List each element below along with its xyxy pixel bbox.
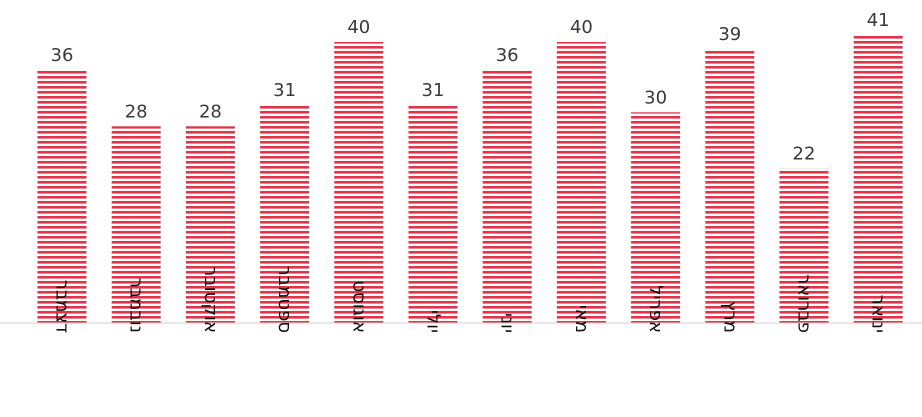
bar-6: [408, 105, 458, 323]
value-label-10: 39: [718, 24, 741, 45]
category-label-9: אפריל: [645, 285, 666, 333]
value-label-8: 40: [570, 17, 593, 38]
bars-group: [37, 35, 903, 323]
category-label-6: יולי: [423, 310, 444, 333]
bar-7: [482, 70, 532, 323]
bar-12: [853, 35, 903, 323]
value-label-7: 36: [496, 45, 519, 66]
bar-1: [37, 70, 87, 323]
bar-8: [556, 42, 606, 323]
value-label-11: 22: [793, 144, 816, 165]
value-label-2: 28: [125, 101, 148, 122]
category-label-11: פברואר: [794, 274, 815, 333]
bar-2: [111, 126, 161, 323]
category-label-8: מאי: [571, 305, 592, 333]
category-label-10: מרץ: [719, 301, 740, 333]
value-label-3: 28: [199, 101, 222, 122]
value-label-12: 41: [867, 10, 890, 31]
category-label-12: ינואר: [868, 295, 889, 333]
value-label-6: 31: [422, 80, 445, 101]
category-label-2: נובמבר: [126, 278, 147, 333]
bar-9: [631, 112, 681, 323]
category-labels-group: דצמבר נובמבר אוקטובר ספטמבר אוגוסט יולי יוני מא…: [52, 266, 889, 334]
value-labels-group: 36 28 28 31 40 31 36 40 30 39 22 41: [51, 10, 890, 165]
category-label-7: יוני: [497, 313, 518, 333]
bar-10: [705, 49, 755, 323]
bar-3: [185, 126, 235, 323]
value-label-9: 30: [644, 87, 667, 108]
bar-11: [779, 168, 829, 323]
category-label-3: אוקטובר: [200, 266, 221, 333]
value-label-5: 40: [347, 17, 370, 38]
category-label-4: ספטמבר: [274, 266, 295, 333]
category-label-5: אוגוסט: [348, 280, 369, 333]
category-label-1: דצמבר: [52, 280, 73, 333]
bar-4: [260, 105, 310, 323]
bar-5: [334, 42, 384, 323]
value-label-1: 36: [51, 45, 74, 66]
value-label-4: 31: [273, 80, 296, 101]
